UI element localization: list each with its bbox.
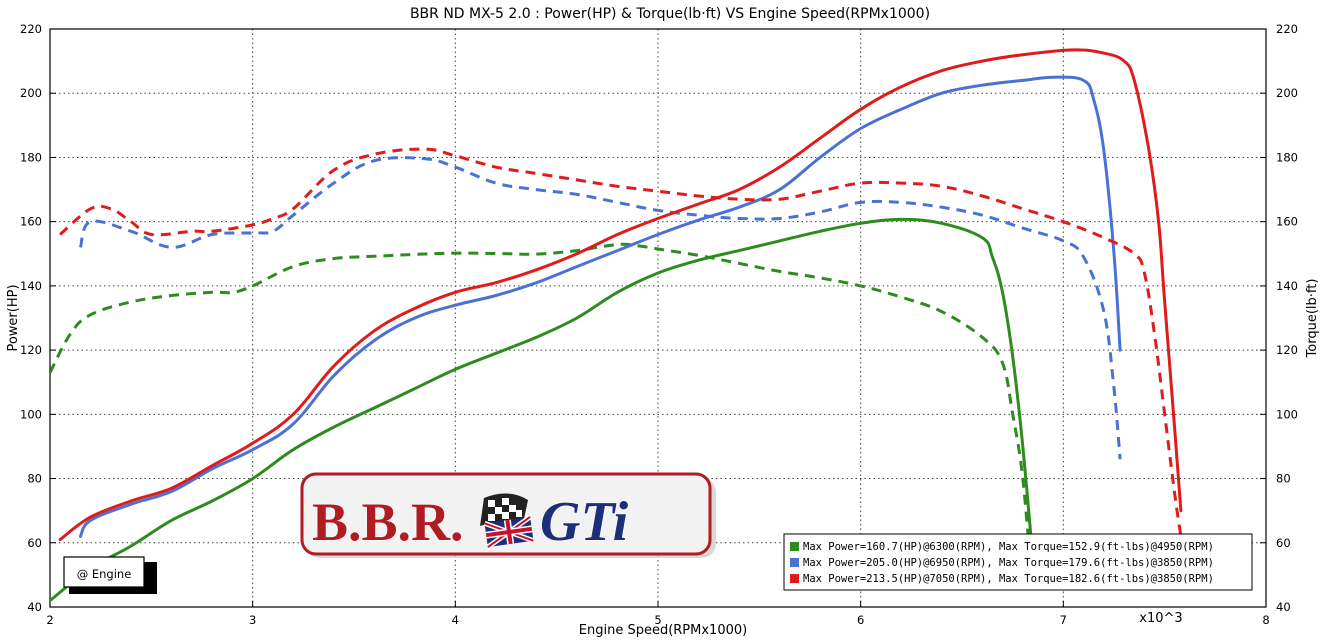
y-axis-label-right: Torque(lb·ft) (1305, 279, 1320, 359)
x-tick-label: 4 (452, 613, 459, 627)
plot-frame (49, 28, 1267, 608)
torque-curve-red (59, 147, 1183, 537)
legend: Max Power=160.7(HP)@6300(RPM), Max Torqu… (783, 533, 1253, 591)
y-tick-label-right: 100 (1276, 407, 1298, 421)
logo-gti-text: GTi (540, 491, 629, 553)
y-tick-label-left: 120 (20, 343, 42, 357)
legend-entry-green: Max Power=160.7(HP)@6300(RPM), Max Torqu… (803, 541, 1214, 553)
y-tick-label-right: 220 (1276, 22, 1298, 36)
x-tick-label: 7 (1060, 613, 1067, 627)
bbr-gti-logo: B.B.R. GTi (300, 472, 716, 558)
y-tick-label-right: 140 (1276, 279, 1298, 293)
mode-box-label: @ Engine (77, 567, 132, 581)
torque-curve-green (50, 242, 1035, 595)
x-tick-label: 8 (1262, 613, 1269, 627)
logo-bbr-text: B.B.R. (312, 492, 464, 552)
data-curves (50, 48, 1183, 603)
x-tick-label: 5 (654, 613, 661, 627)
y-tick-label-right: 60 (1276, 536, 1291, 550)
y-tick-label-left: 100 (20, 407, 42, 421)
x-multiplier-label: x10^3 (1139, 611, 1182, 626)
y-tick-label-left: 80 (27, 472, 42, 486)
legend-entry-red: Max Power=213.5(HP)@7050(RPM), Max Torqu… (803, 573, 1214, 585)
power-curve-blue (78, 75, 1122, 538)
legend-swatch-blue (790, 558, 799, 567)
chart-title: BBR ND MX-5 2.0 : Power(HP) & Torque(lb·… (410, 6, 930, 22)
y-tick-label-right: 80 (1276, 472, 1291, 486)
y-tick-label-left: 200 (20, 86, 42, 100)
y-tick-label-right: 200 (1276, 86, 1298, 100)
power-curve-green (50, 217, 1035, 603)
y-tick-label-left: 140 (20, 279, 42, 293)
union-jack-icon (483, 514, 535, 550)
legend-swatch-green (790, 542, 799, 551)
y-tick-label-left: 160 (20, 215, 42, 229)
grid-lines (50, 29, 1266, 607)
legend-entry-blue: Max Power=205.0(HP)@6950(RPM), Max Torqu… (803, 557, 1214, 569)
y-tick-label-left: 180 (20, 150, 42, 164)
torque-curve-blue (78, 156, 1122, 460)
y-tick-label-right: 180 (1276, 150, 1298, 164)
x-tick-label: 2 (46, 613, 53, 627)
x-tick-label: 3 (249, 613, 256, 627)
power-curve-red (58, 48, 1183, 542)
x-axis-label: Engine Speed(RPMx1000) (579, 623, 747, 638)
y-tick-label-left: 60 (27, 536, 42, 550)
x-tick-label: 6 (857, 613, 864, 627)
y-axis-label-left: Power(HP) (6, 284, 21, 351)
mode-box: @ Engine (63, 556, 157, 594)
y-tick-label-right: 160 (1276, 215, 1298, 229)
y-tick-label-right: 120 (1276, 343, 1298, 357)
y-tick-label-right: 40 (1276, 600, 1291, 614)
legend-swatch-red (790, 574, 799, 583)
y-tick-label-left: 40 (27, 600, 42, 614)
y-tick-label-left: 220 (20, 22, 42, 36)
